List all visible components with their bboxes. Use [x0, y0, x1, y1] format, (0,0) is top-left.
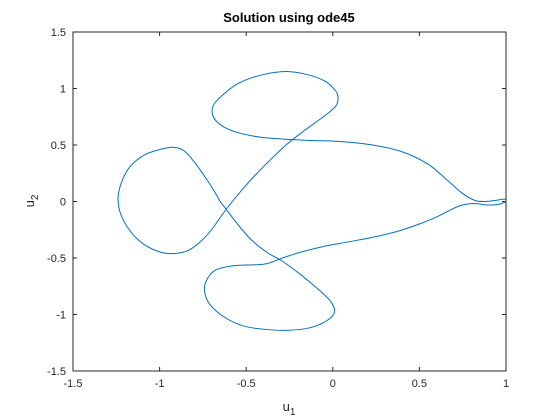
chart-title: Solution using ode45	[223, 10, 354, 25]
series-group	[117, 71, 507, 331]
x-tick-label: -0.5	[237, 378, 256, 390]
y-tick-label: -0.5	[47, 253, 66, 265]
y-tick-label: 1	[60, 84, 66, 96]
x-axis-label-subscript: 1	[290, 407, 296, 418]
x-tick-label: 0.5	[412, 378, 427, 390]
x-tick-label: 0	[330, 378, 336, 390]
x-tick-label: -1	[155, 378, 165, 390]
y-tick-label: 0	[60, 197, 66, 209]
y-tick-label: 0.5	[51, 140, 66, 152]
plot-area	[73, 32, 506, 371]
y-axis-label: u2	[22, 194, 41, 207]
x-axis-label: u1	[283, 399, 296, 418]
x-tick-label: 1	[503, 378, 509, 390]
y-axis-label-subscript: 2	[30, 194, 41, 200]
solution-trajectory-line	[117, 71, 507, 331]
axes-box	[72, 31, 507, 372]
x-axis-label-base: u	[283, 399, 290, 414]
y-tick-label: -1	[56, 310, 66, 322]
y-axis-label-base: u	[22, 200, 37, 207]
axis-tick-labels: -1.5 -1 -0.5 0 0.5 1 -1.5 -1 -0.5 0 0.5 1 1.5	[47, 27, 509, 390]
x-tick-label: -1.5	[64, 378, 83, 390]
y-tick-label: -1.5	[47, 366, 66, 378]
y-tick-label: 1.5	[51, 27, 66, 39]
